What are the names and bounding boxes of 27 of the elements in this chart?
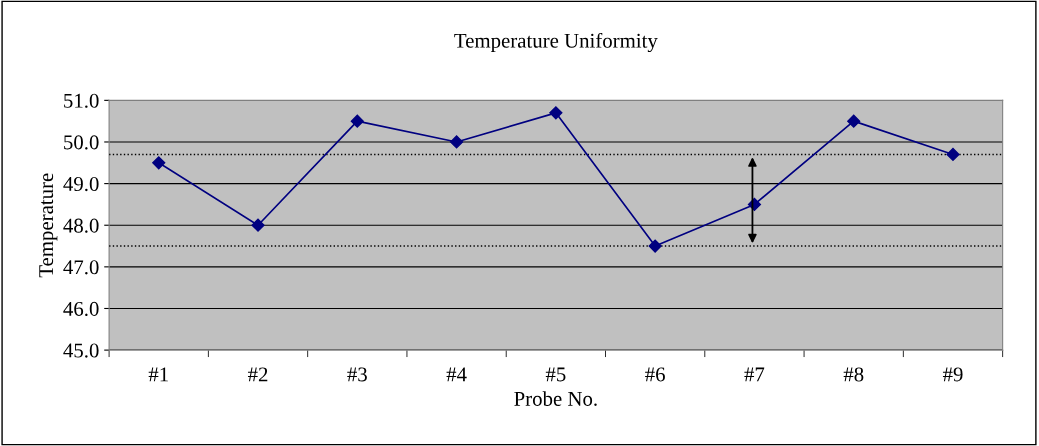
- y-tick-label: 46.0: [63, 301, 99, 317]
- point: [847, 114, 861, 128]
- x-tick-label: #2: [247, 367, 268, 382]
- x-tick-label: #9: [942, 367, 963, 382]
- point: [549, 106, 563, 120]
- y-tick-label: 49.0: [63, 176, 99, 192]
- x-axis-title: Probe No.: [514, 391, 597, 406]
- x-tick-label: #1: [148, 367, 168, 382]
- y-tick-label: 48.0: [63, 218, 99, 233]
- point: [350, 114, 364, 128]
- point: [152, 156, 166, 170]
- chart-title: Temperature Uniformity: [454, 32, 658, 53]
- y-axis-title: Temperature: [39, 173, 58, 278]
- y-tick-label: 47.0: [63, 260, 99, 275]
- point: [449, 135, 464, 149]
- point: [251, 218, 265, 232]
- x-tick-label: #5: [545, 367, 566, 382]
- x-tick-label: #7: [744, 367, 765, 382]
- x-tick-label: #4: [446, 367, 467, 382]
- x-tick-label: #8: [843, 367, 864, 382]
- y-tick-label: 51.0: [64, 93, 99, 108]
- point: [648, 239, 662, 253]
- x-tick-label: #6: [645, 367, 665, 382]
- x-tick-label: #3: [347, 367, 367, 382]
- y-tick-label: 50.0: [64, 135, 99, 150]
- y-tick-label: 45.0: [63, 343, 99, 358]
- point: [946, 147, 960, 162]
